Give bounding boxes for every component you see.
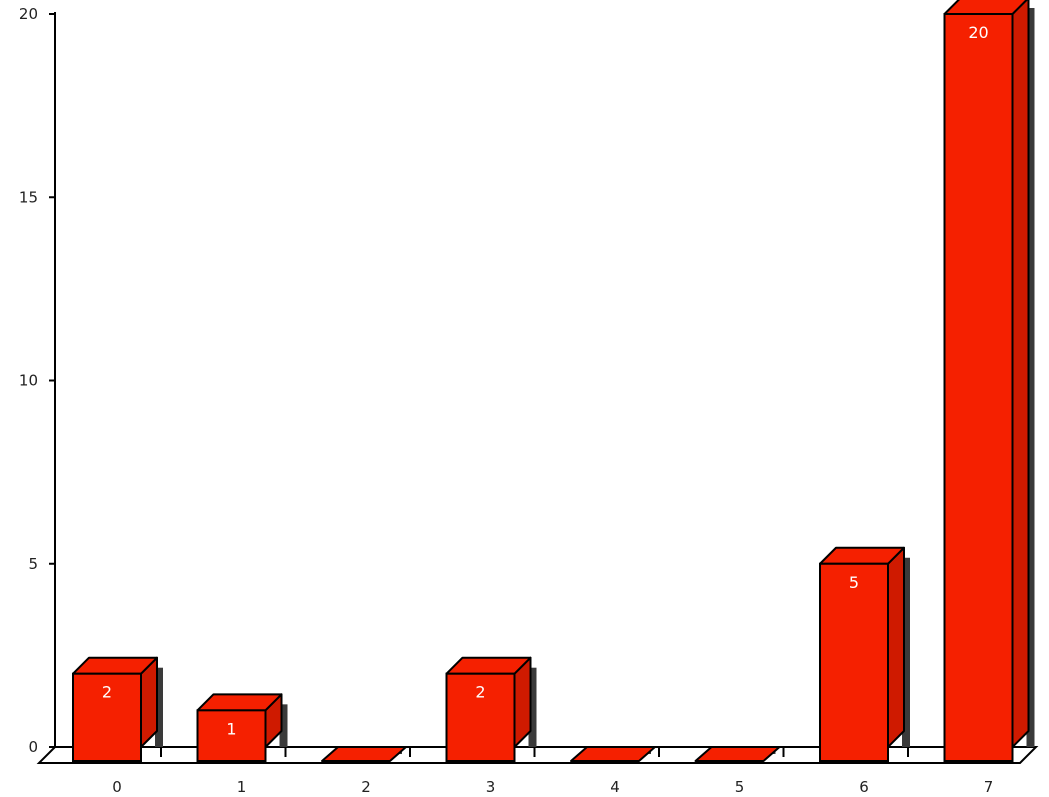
bar-front (445, 672, 516, 763)
y-axis (49, 12, 56, 748)
y-tick-label: 10 (19, 372, 38, 390)
x-tick-label: 6 (859, 778, 869, 796)
y-tick-label: 20 (19, 5, 38, 23)
x-tick-label: 4 (610, 778, 620, 796)
bar-front (943, 13, 1014, 762)
bar-side (1011, 0, 1030, 748)
bar (321, 746, 407, 762)
bar: 2 (445, 656, 537, 763)
floor-plane (36, 746, 1039, 764)
bar-shadow (155, 667, 163, 747)
bar-data-label: 5 (849, 573, 859, 592)
bar (694, 746, 781, 762)
bar-top (196, 693, 283, 712)
x-tick-labels: 0 1 2 3 4 5 6 7 (112, 778, 993, 796)
x-tick-label: 0 (112, 778, 122, 796)
y-tick-label: 0 (28, 738, 38, 756)
y-tick-label: 15 (19, 188, 38, 206)
x-tick-label: 2 (361, 778, 371, 796)
bar-front (196, 709, 267, 762)
bar-side (887, 546, 905, 748)
bar-shadow (279, 704, 288, 747)
bar-flat (321, 746, 407, 762)
chart-floor (36, 746, 1039, 764)
bar-shadow (528, 667, 537, 747)
bar-front (819, 562, 889, 762)
bar-data-label: 20 (968, 23, 988, 42)
bar-shadow (902, 557, 910, 747)
bar: 2 (72, 656, 163, 763)
bar: 5 (819, 546, 910, 762)
bar-data-label: 2 (102, 683, 112, 702)
bar-top (72, 656, 158, 675)
bar (570, 746, 656, 762)
bar-top (819, 546, 905, 565)
x-tick-label: 5 (735, 778, 745, 796)
bars: 2 1 2 5 20 (72, 0, 1035, 763)
bar-data-label: 2 (475, 683, 485, 702)
bar-flat (570, 746, 656, 762)
y-tick-label: 5 (28, 555, 38, 573)
bar-flat (694, 746, 781, 762)
x-tick-label: 7 (984, 778, 994, 796)
bar-front (72, 672, 142, 763)
y-tick-labels: 0 5 10 15 20 (19, 5, 38, 756)
x-tick-label: 1 (237, 778, 247, 796)
bar-shadow (1026, 8, 1035, 747)
x-tick-label: 3 (486, 778, 496, 796)
bar-top (445, 656, 532, 675)
bar-data-label: 1 (226, 719, 236, 738)
bar: 20 (943, 0, 1035, 762)
bar: 1 (196, 693, 288, 762)
bar-top (943, 0, 1028, 15)
